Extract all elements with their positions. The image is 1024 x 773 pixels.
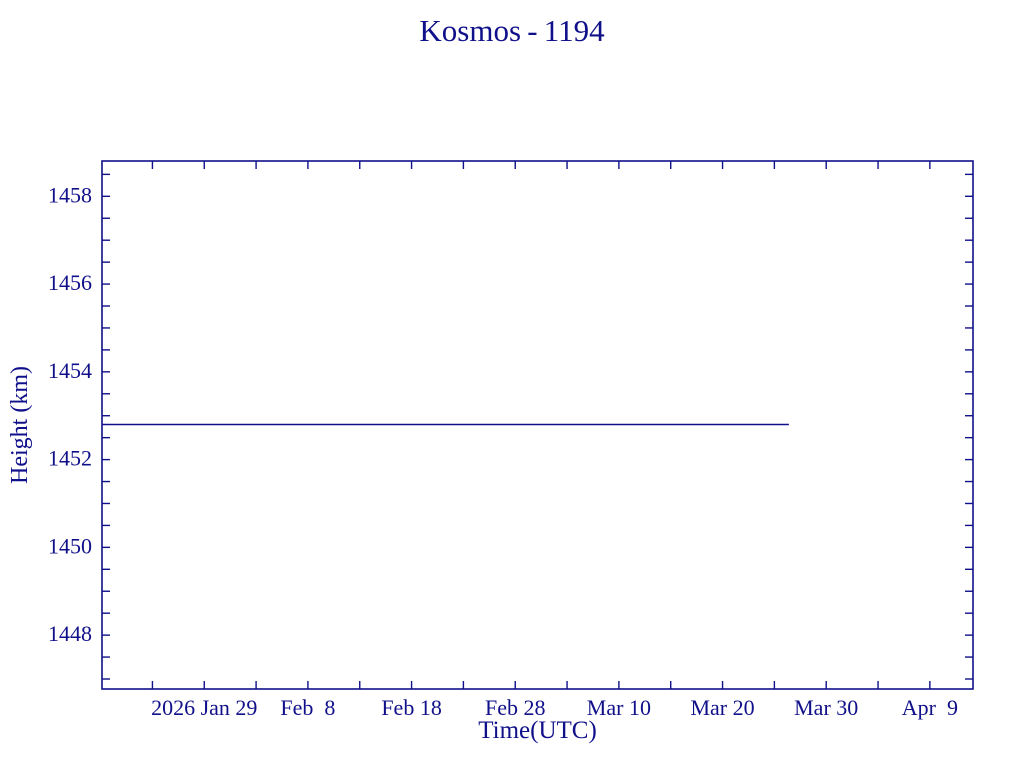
svg-text:1454: 1454 [48, 358, 92, 383]
svg-text:1458: 1458 [48, 182, 92, 207]
svg-text:1452: 1452 [48, 446, 92, 471]
svg-text:2026 Jan 29: 2026 Jan 29 [151, 695, 257, 720]
svg-text:Time(UTC): Time(UTC) [478, 717, 597, 744]
svg-text:Feb 18: Feb 18 [381, 695, 442, 720]
svg-text:Kosmos - 1194: Kosmos - 1194 [419, 13, 605, 48]
svg-text:Feb 8: Feb 8 [280, 695, 335, 720]
svg-text:Apr 9: Apr 9 [902, 695, 958, 720]
svg-text:Height (km): Height (km) [7, 366, 33, 484]
svg-text:1456: 1456 [48, 270, 92, 295]
svg-text:1450: 1450 [48, 533, 92, 558]
svg-text:Mar 30: Mar 30 [794, 695, 858, 720]
svg-text:Mar 20: Mar 20 [690, 695, 754, 720]
svg-text:1448: 1448 [48, 621, 92, 646]
